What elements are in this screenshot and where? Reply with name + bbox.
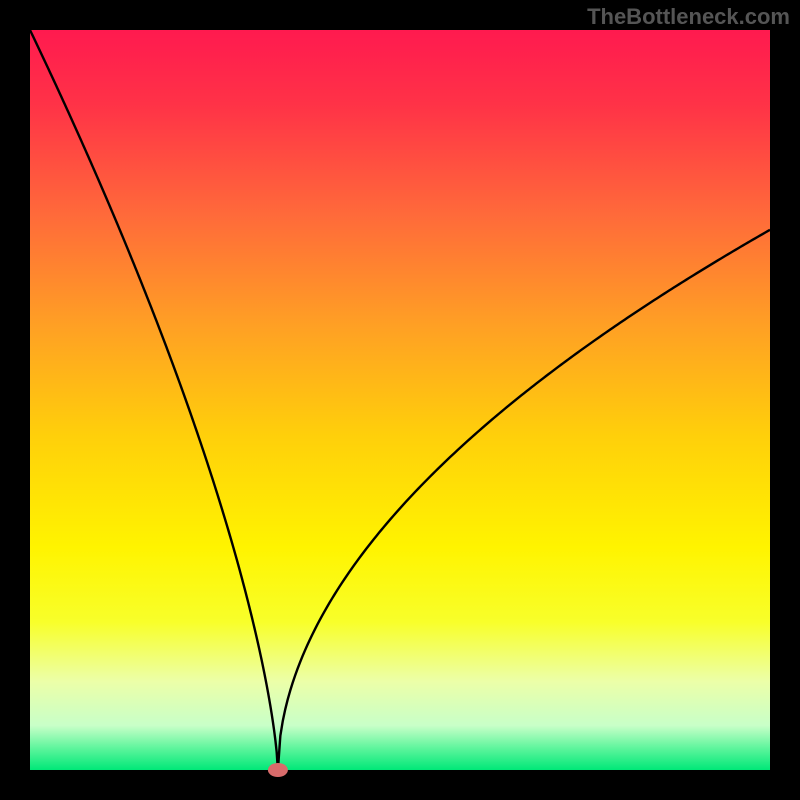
bottleneck-chart (0, 0, 800, 800)
gradient-plot-area (30, 30, 770, 770)
optimal-point-marker (268, 763, 288, 777)
watermark-text: TheBottleneck.com (587, 4, 790, 30)
chart-container: TheBottleneck.com (0, 0, 800, 800)
